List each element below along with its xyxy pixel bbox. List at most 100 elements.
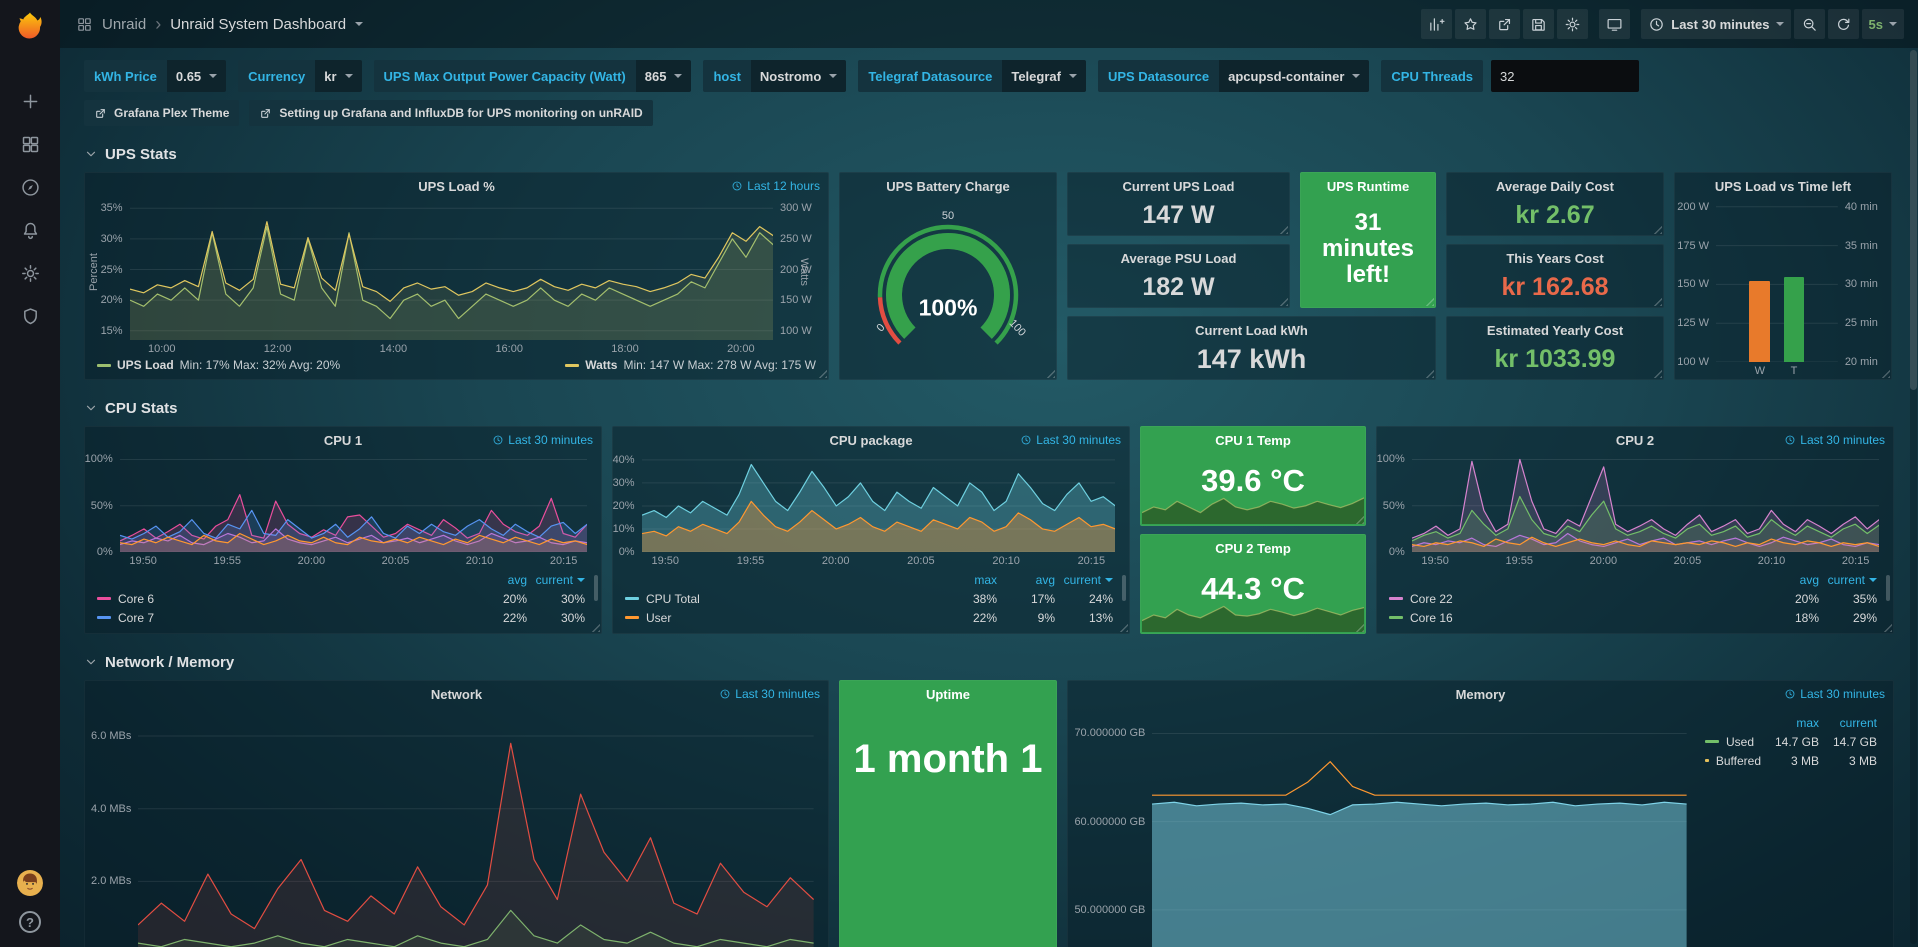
panel-uptime: Uptime 1 month 1 [839, 680, 1057, 947]
network-chart[interactable]: 6.0 MBs4.0 MBs2.0 MBs [85, 707, 828, 947]
panel-title[interactable]: CPU 1 [324, 433, 362, 448]
chart-plot[interactable] [138, 707, 814, 947]
legend-sort-current[interactable]: current [1819, 573, 1877, 587]
sidebar-item-server-admin[interactable] [17, 303, 43, 329]
legend-sort-current[interactable]: current [527, 573, 585, 587]
series-name[interactable]: User [646, 611, 671, 625]
panel-time-override[interactable]: Last 12 hours [731, 179, 820, 193]
chart-plot[interactable] [1412, 453, 1879, 552]
panel-time-override[interactable]: Last 30 minutes [1020, 433, 1121, 447]
legend-sort-avg[interactable]: avg [469, 573, 527, 587]
panel-title[interactable]: UPS Load % [418, 179, 495, 194]
sidebar-item-alerting[interactable] [17, 217, 43, 243]
panel-time-override[interactable]: Last 30 minutes [719, 687, 820, 701]
panel-title[interactable]: UPS Runtime [1327, 179, 1409, 194]
memory-chart[interactable]: 70.000000 GB60.000000 GB50.000000 GB [1068, 707, 1701, 947]
panel-time-override[interactable]: Last 30 minutes [1784, 687, 1885, 701]
cycle-view-button[interactable] [1599, 9, 1630, 39]
dashboard-settings-button[interactable] [1557, 9, 1588, 39]
series-name[interactable]: Used [1726, 735, 1754, 749]
dashboard-link-plex-theme[interactable]: Grafana Plex Theme [84, 100, 239, 126]
panel-title[interactable]: This Years Cost [1506, 251, 1603, 266]
panel-title[interactable]: Average Daily Cost [1496, 179, 1614, 194]
zoom-out-button[interactable] [1794, 9, 1825, 39]
legend-sort-avg[interactable]: avg [997, 573, 1055, 587]
chart-plot[interactable] [130, 199, 773, 340]
panel-title[interactable]: CPU 2 Temp [1215, 541, 1291, 556]
panel-title[interactable]: CPU 1 Temp [1215, 433, 1291, 448]
chart-plot[interactable] [642, 453, 1115, 552]
save-dashboard-button[interactable] [1523, 9, 1554, 39]
series-name[interactable]: CPU Total [646, 592, 700, 606]
var-telegraf-datasource[interactable]: Telegraf Datasource Telegraf [858, 60, 1086, 92]
legend-scrollbar[interactable] [594, 575, 598, 601]
legend-item-watts[interactable]: Watts Min: 147 W Max: 278 W Avg: 175 W [565, 358, 816, 372]
series-name[interactable]: Core 22 [1410, 592, 1453, 606]
sidebar-item-help[interactable]: ? [17, 909, 43, 935]
star-dashboard-button[interactable] [1455, 9, 1486, 39]
chevron-down-icon [84, 401, 98, 415]
sidebar-item-dashboards[interactable] [17, 131, 43, 157]
breadcrumb-dashboard[interactable]: Unraid System Dashboard [170, 16, 346, 33]
legend-scrollbar[interactable] [1122, 575, 1126, 601]
panel-title[interactable]: Memory [1456, 687, 1506, 702]
panel-title[interactable]: Average PSU Load [1121, 251, 1237, 266]
panel-title[interactable]: CPU 2 [1616, 433, 1654, 448]
time-picker-button[interactable]: Last 30 minutes [1641, 9, 1790, 39]
series-name[interactable]: Core 7 [118, 611, 154, 625]
var-kwh-price[interactable]: kWh Price 0.65 [84, 60, 226, 92]
legend-item-ups-load[interactable]: UPS Load Min: 17% Max: 32% Avg: 20% [97, 358, 340, 372]
add-panel-button[interactable] [1421, 9, 1452, 39]
legend-sort-avg[interactable]: avg [1761, 573, 1819, 587]
legend-scrollbar[interactable] [1886, 575, 1890, 601]
legend-sort-current[interactable]: current [1055, 573, 1113, 587]
series-name[interactable]: Buffered [1716, 754, 1761, 768]
var-label: CPU Threads [1381, 60, 1483, 92]
panel-title[interactable]: CPU package [829, 433, 912, 448]
clock-icon [719, 688, 731, 700]
external-link-icon [94, 107, 107, 120]
row-header-ups-stats[interactable]: UPS Stats [84, 142, 1894, 166]
sidebar-item-explore[interactable] [17, 174, 43, 200]
cpu-package-chart[interactable]: 40%30%20%10%0% 19:5019:5520:0020:0520:10… [613, 453, 1129, 569]
row-header-cpu-stats[interactable]: CPU Stats [84, 396, 1894, 420]
chart-plot[interactable] [1152, 707, 1687, 947]
var-ups-datasource[interactable]: UPS Datasource apcupsd-container [1098, 60, 1369, 92]
refresh-button[interactable] [1828, 9, 1859, 39]
legend-sort-max[interactable]: max [1761, 716, 1819, 730]
sidebar-item-create[interactable] [17, 88, 43, 114]
var-currency[interactable]: Currency kr [238, 60, 361, 92]
var-ups-max-output[interactable]: UPS Max Output Power Capacity (Watt) 865 [374, 60, 692, 92]
legend-sort-current[interactable]: current [1819, 716, 1877, 730]
panel-title[interactable]: Network [431, 687, 482, 702]
panel-time-override[interactable]: Last 30 minutes [1784, 433, 1885, 447]
ups-load-chart[interactable]: Percent 35%30%25%20%15% 300 W250 W200 W1… [85, 199, 828, 357]
page-scrollbar-thumb[interactable] [1910, 50, 1917, 390]
panel-title[interactable]: Current Load kWh [1195, 323, 1308, 338]
cpu-2-chart[interactable]: 100%50%0% 19:5019:5520:0020:0520:1020:15 [1377, 453, 1893, 569]
row-header-network-memory[interactable]: Network / Memory [84, 650, 1894, 674]
panel-title[interactable]: Estimated Yearly Cost [1487, 323, 1623, 338]
panel-average-daily-cost: Average Daily Cost kr 2.67 [1446, 172, 1664, 236]
sidebar-item-profile[interactable] [17, 870, 43, 896]
cpu-threads-input[interactable] [1491, 60, 1639, 92]
clock-icon [1020, 434, 1032, 446]
legend-sort-max[interactable]: max [939, 573, 997, 587]
var-host[interactable]: host Nostromo [703, 60, 846, 92]
panel-title[interactable]: UPS Battery Charge [886, 179, 1010, 194]
cpu-1-chart[interactable]: 100%50%0% 19:5019:5520:0020:0520:1020:15 [85, 453, 601, 569]
breadcrumb-folder[interactable]: Unraid [102, 16, 146, 33]
cost-stat-column: Average Daily Cost kr 2.67 This Years Co… [1446, 172, 1664, 380]
series-name[interactable]: Core 16 [1410, 611, 1453, 625]
panel-title[interactable]: Uptime [926, 687, 970, 702]
series-name[interactable]: Core 6 [118, 592, 154, 606]
panel-title[interactable]: UPS Load vs Time left [1715, 179, 1851, 194]
share-dashboard-button[interactable] [1489, 9, 1520, 39]
refresh-interval-button[interactable]: 5s [1862, 9, 1904, 39]
panel-title[interactable]: Current UPS Load [1123, 179, 1235, 194]
panel-time-override[interactable]: Last 30 minutes [492, 433, 593, 447]
sidebar-item-configuration[interactable] [17, 260, 43, 286]
chart-plot[interactable] [120, 453, 587, 552]
grafana-logo[interactable] [11, 8, 49, 46]
dashboard-link-ups-guide[interactable]: Setting up Grafana and InfluxDB for UPS … [249, 100, 652, 126]
